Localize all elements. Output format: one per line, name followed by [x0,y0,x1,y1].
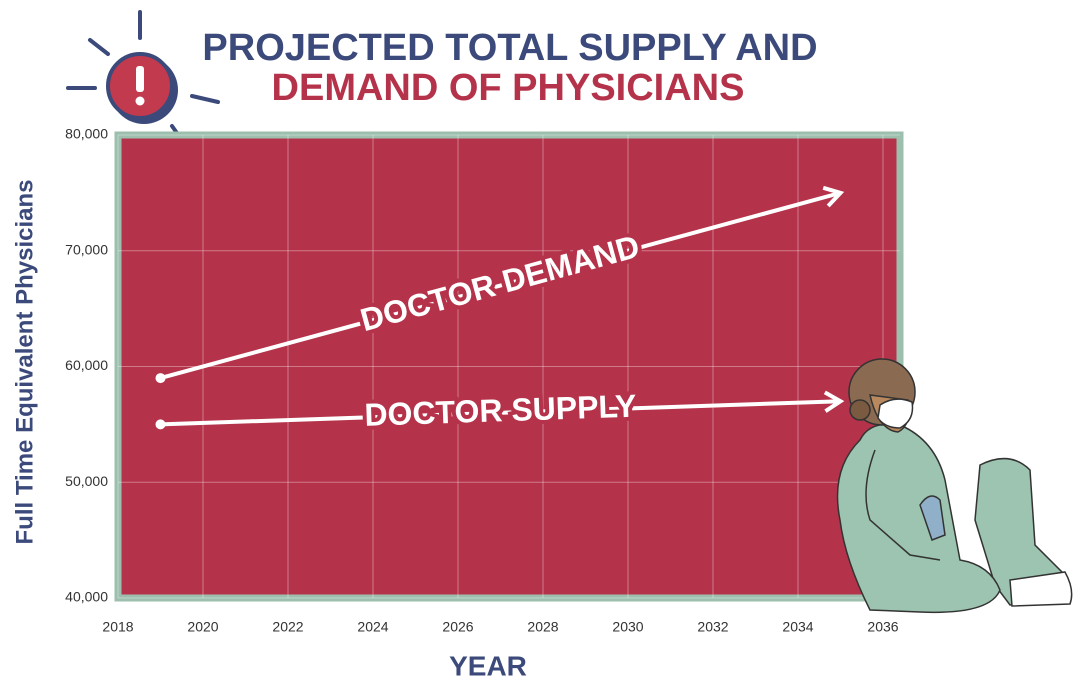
chart-title: PROJECTED TOTAL SUPPLY AND [202,27,817,69]
x-tick-label: 2032 [697,619,728,635]
x-axis-title: YEAR [449,650,527,681]
y-tick-label: 60,000 [65,357,108,373]
chart-subtitle: DEMAND OF PHYSICIANS [272,67,745,109]
start-point [156,419,166,429]
chart: PROJECTED TOTAL SUPPLY AND DEMAND OF PHY… [0,0,1074,681]
x-tick-label: 2024 [357,619,388,635]
x-tick-label: 2036 [867,619,898,635]
y-axis-title: Full Time Equivalent Physicians [11,179,38,544]
x-tick-label: 2018 [102,619,133,635]
x-tick-label: 2020 [187,619,218,635]
x-tick-label: 2028 [527,619,558,635]
y-tick-label: 40,000 [65,589,108,605]
plot: 40,000 50,000 60,000 70,000 80,000 2018 2020 20… [65,126,900,635]
x-tick-label: 2030 [612,619,643,635]
x-tick-label: 2022 [272,619,303,635]
x-tick-label: 2034 [782,619,813,635]
y-tick-label: 70,000 [65,241,108,257]
y-tick-label: 50,000 [65,473,108,489]
illustration [838,359,1072,612]
y-tick-label: 80,000 [65,126,108,142]
x-tick-label: 2026 [442,619,473,635]
start-point [156,373,166,383]
